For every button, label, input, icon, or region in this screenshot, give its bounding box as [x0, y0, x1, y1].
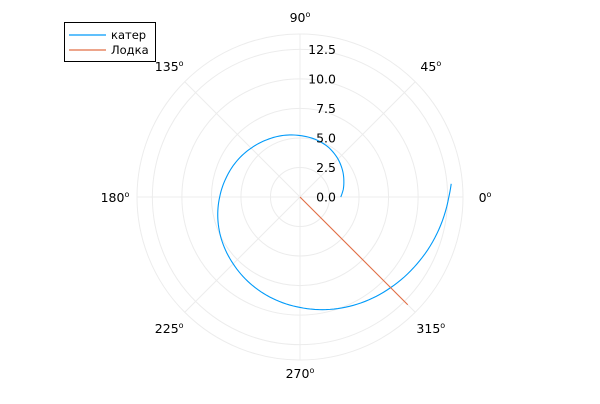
angular-gridline-45 [299, 81, 416, 198]
angular-gridline-225 [184, 196, 301, 313]
series-line-0 [217, 134, 452, 311]
radial-tick-label-3: 7.5 [316, 101, 336, 116]
radial-tick-label-5: 12.5 [308, 42, 336, 57]
angle-tick-label-135: 135o [155, 59, 184, 74]
radial-tick-label-2: 5.0 [316, 130, 336, 145]
series-line-1 [299, 196, 409, 306]
angle-tick-label-315: 315o [416, 321, 445, 336]
legend: катер Лодка [64, 22, 156, 62]
angle-tick-label-225: 225o [155, 321, 184, 336]
legend-box [64, 22, 156, 62]
angle-tick-label-270: 270o [286, 366, 315, 381]
angle-tick-label-45: 45o [420, 59, 441, 74]
grid-layer [136, 33, 464, 361]
labels-layer: 0.0 2.5 5.0 7.5 10.0 12.5 0o 45o 90o 135o 180o 225o… [101, 10, 492, 381]
legend-label-lodka: Лодка [111, 43, 149, 57]
radial-tick-label-0: 0.0 [316, 190, 336, 205]
radial-tick-label-4: 10.0 [308, 71, 336, 86]
angular-gridline-135 [184, 81, 301, 198]
legend-label-kater: катер [111, 28, 146, 42]
radial-tick-label-1: 2.5 [316, 160, 336, 175]
series-layer [217, 134, 452, 311]
angle-tick-label-180: 180o [101, 190, 130, 205]
angle-tick-label-0: 0o [479, 190, 492, 205]
angle-tick-label-90: 90o [290, 10, 311, 25]
